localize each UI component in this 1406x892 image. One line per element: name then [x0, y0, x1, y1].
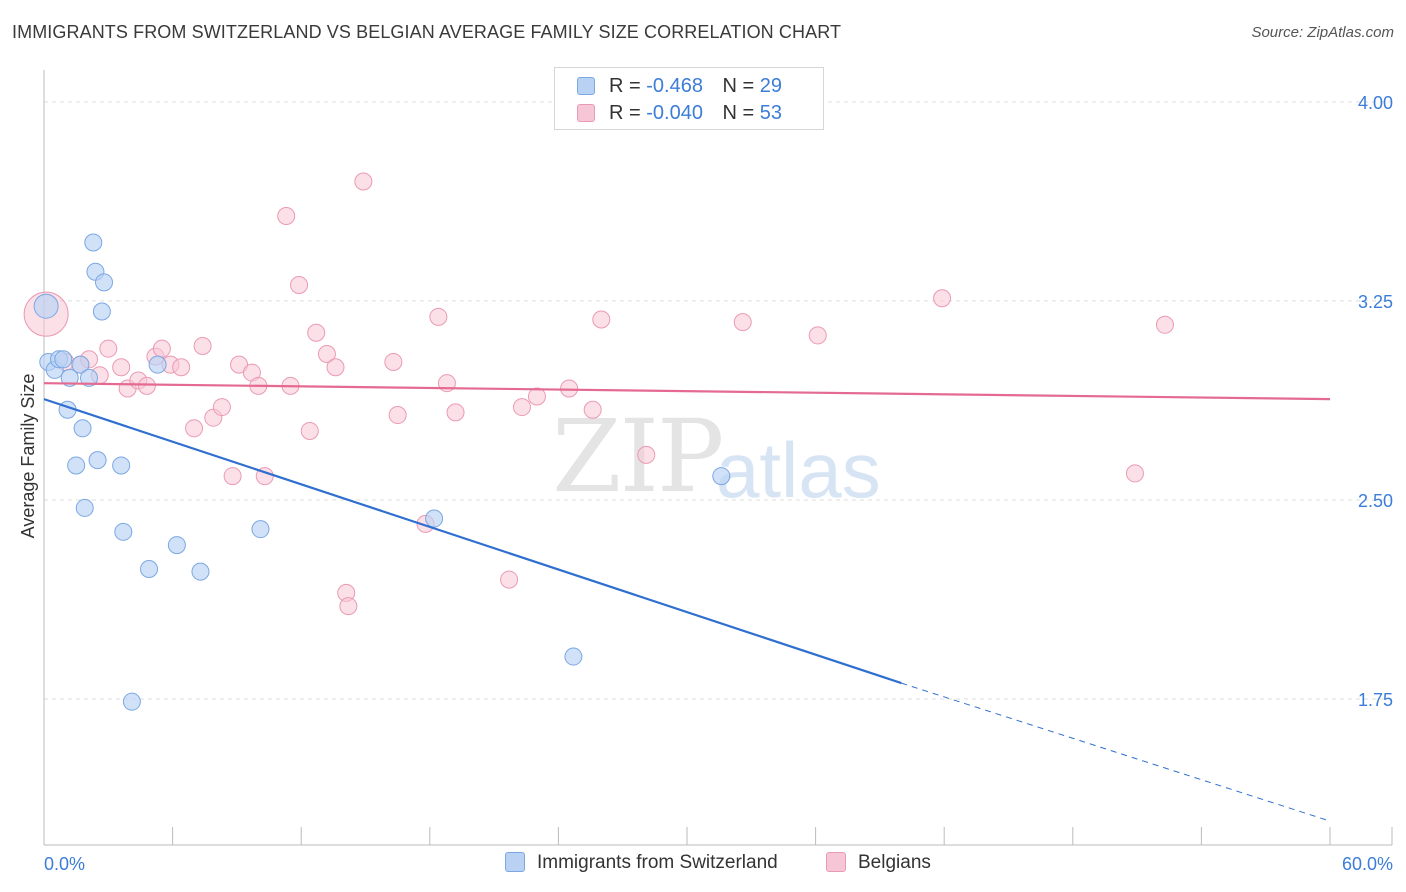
bottom-legend-swatch-pink — [826, 852, 846, 872]
legend-swatch-blue — [577, 77, 595, 95]
legend-r-value: -0.468 — [646, 75, 703, 97]
x-tick-labels: 0.0% 60.0% — [44, 854, 1393, 874]
belgians-point — [1155, 315, 1174, 334]
belgians-point — [212, 398, 231, 417]
bottom-legend-label: Immigrants from Switzerland — [537, 852, 778, 873]
belgians-point — [172, 358, 191, 377]
switzerland-point — [167, 536, 186, 555]
belgians-point — [388, 406, 407, 425]
legend: R = -0.468 N = 29 R = -0.040 N = 53 — [554, 67, 824, 130]
switzerland-point — [191, 562, 210, 581]
trend-lines — [43, 382, 1331, 822]
belgians-point — [339, 597, 358, 616]
switzerland-point — [73, 419, 92, 438]
y-axis-label: Average Family Size — [18, 374, 38, 539]
switzerland-point — [95, 273, 114, 292]
belgians-point — [429, 307, 448, 326]
belgians-point — [307, 323, 326, 342]
bottom-legend-belgians: Belgians — [826, 852, 931, 874]
belgians-point — [137, 376, 156, 395]
switzerland-point — [112, 456, 131, 475]
belgians-point — [446, 403, 465, 422]
belgians-point — [152, 339, 171, 358]
grid-lines — [44, 101, 1392, 700]
switzerland-point — [75, 498, 94, 517]
legend-r-value: -0.040 — [646, 102, 703, 124]
switzerland-point — [425, 509, 444, 528]
belgians-point — [500, 570, 519, 589]
legend-swatch-pink — [577, 104, 595, 122]
switzerland-point — [60, 368, 79, 387]
belgians-point — [527, 387, 546, 406]
legend-n-label: N = — [722, 75, 755, 97]
belgians-point — [384, 352, 403, 371]
y-tick-labels: 1.75 2.50 3.25 4.00 — [1358, 93, 1393, 710]
belgians-point — [560, 379, 579, 398]
watermark-atlas: atlas — [716, 426, 881, 514]
legend-n-value: 53 — [759, 102, 783, 124]
switzerland-point — [251, 520, 270, 539]
legend-r-label: R = — [609, 75, 641, 97]
belgians-point — [185, 419, 204, 438]
bottom-legend-label: Belgians — [858, 852, 931, 873]
legend-row-switzerland: R = -0.468 N = 29 — [577, 75, 782, 98]
belgians-point — [354, 172, 373, 191]
belgians-point — [512, 398, 531, 417]
legend-r-label: R = — [609, 102, 641, 124]
switzerland-point — [712, 467, 731, 486]
y-tick-label: 4.00 — [1358, 93, 1393, 113]
source-note: Source: ZipAtlas.com — [1251, 24, 1394, 41]
y-tick-label: 2.50 — [1358, 491, 1393, 511]
switzerland-trend-extension — [901, 682, 1331, 822]
legend-n-label: N = — [722, 102, 755, 124]
switzerland-point — [71, 355, 90, 374]
switzerland-point — [80, 368, 99, 387]
axes — [43, 70, 1393, 846]
belgians-point — [592, 310, 611, 329]
legend-n-value: 29 — [759, 75, 783, 97]
y-tick-label: 1.75 — [1358, 690, 1393, 710]
belgians-point — [733, 313, 752, 332]
legend-row-belgians: R = -0.040 N = 53 — [577, 102, 782, 125]
belgians-point — [112, 358, 131, 377]
x-tick-label: 0.0% — [44, 854, 85, 874]
switzerland-points — [33, 233, 731, 711]
belgians-point — [637, 445, 656, 464]
belgians-point — [317, 344, 336, 363]
y-tick-label: 3.25 — [1358, 292, 1393, 312]
belgians-point — [290, 275, 309, 294]
switzerland-point — [33, 293, 59, 319]
belgians-point — [300, 421, 319, 440]
bottom-legend-swatch-blue — [505, 852, 525, 872]
belgians-point — [230, 355, 249, 374]
belgians-point — [583, 400, 602, 419]
belgians-point — [277, 206, 296, 225]
chart-title: IMMIGRANTS FROM SWITZERLAND VS BELGIAN A… — [12, 22, 842, 42]
x-tick-label: 60.0% — [1342, 854, 1393, 874]
switzerland-point — [67, 456, 86, 475]
bottom-legend-switzerland: Immigrants from Switzerland — [505, 852, 778, 874]
switzerland-point — [54, 350, 73, 369]
switzerland-point — [122, 692, 141, 711]
belgians-point — [193, 337, 212, 356]
belgians-point — [1125, 464, 1144, 483]
belgians-points — [23, 172, 1174, 616]
belgians-trend-line — [43, 382, 1331, 401]
switzerland-point — [564, 647, 583, 666]
switzerland-point — [148, 355, 167, 374]
switzerland-point — [84, 233, 103, 252]
switzerland-point — [92, 302, 111, 321]
belgians-point — [808, 326, 827, 345]
belgians-point — [99, 339, 118, 358]
belgians-point — [326, 358, 345, 377]
switzerland-trend-line — [43, 398, 902, 685]
switzerland-point — [140, 559, 159, 578]
belgians-point — [933, 289, 952, 308]
switzerland-point — [88, 451, 107, 470]
belgians-point — [223, 467, 242, 486]
switzerland-point — [114, 522, 133, 541]
